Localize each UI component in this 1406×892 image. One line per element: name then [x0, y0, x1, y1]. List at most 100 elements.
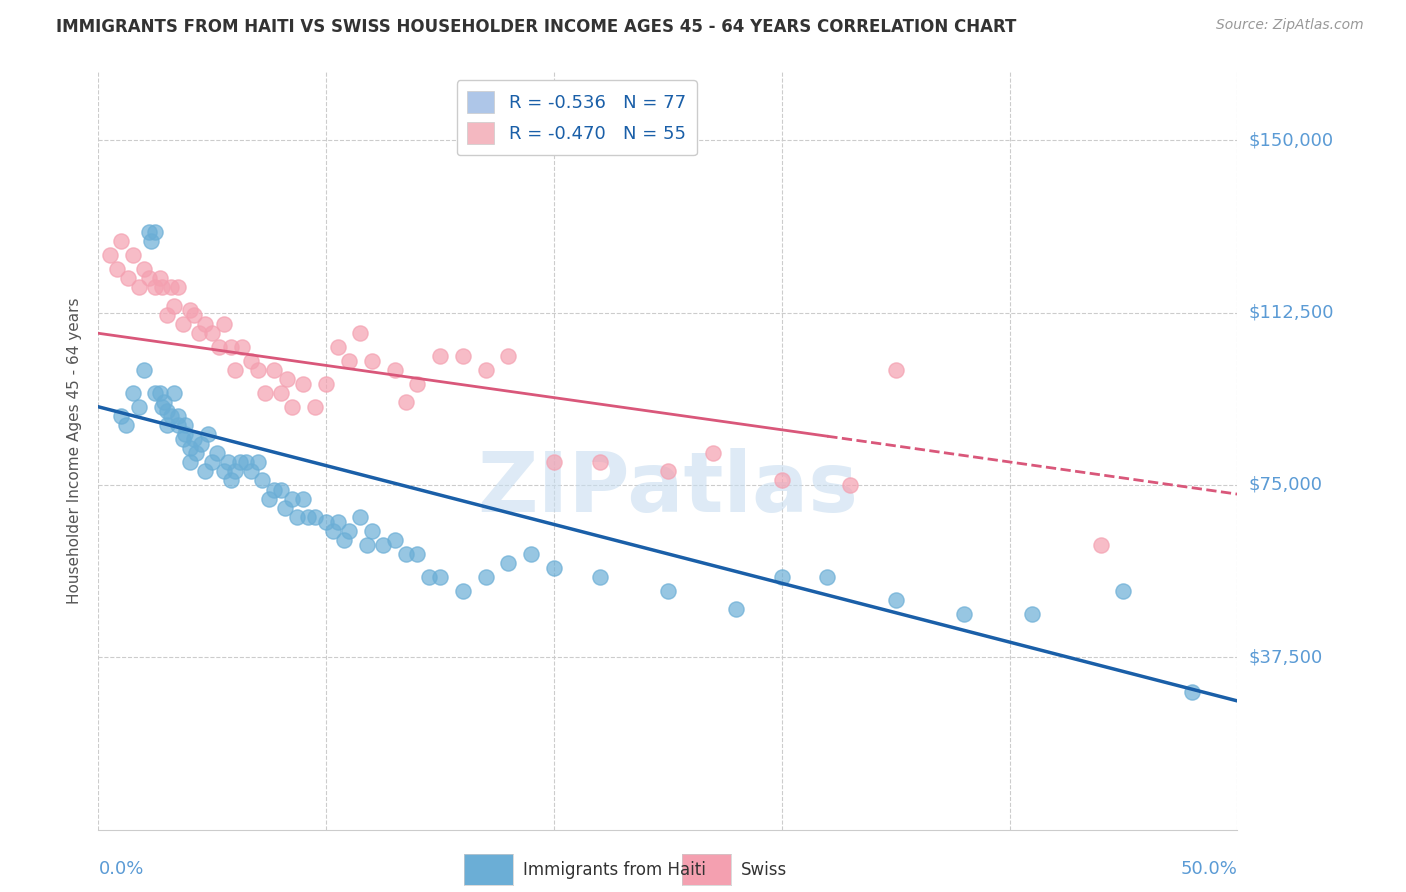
Point: [270, 386, 292, 401]
Point: [156, 308, 179, 322]
Point: [235, 455, 257, 469]
Point: [128, 280, 150, 294]
Point: [418, 570, 440, 584]
Point: [153, 395, 176, 409]
Point: [172, 317, 194, 331]
Point: [395, 395, 418, 409]
Point: [139, 235, 162, 249]
Text: $150,000: $150,000: [1249, 131, 1333, 149]
Point: [149, 271, 172, 285]
Point: [174, 427, 197, 442]
Point: [240, 464, 263, 478]
Text: ZIPatlas: ZIPatlas: [478, 448, 858, 529]
Point: [281, 491, 304, 506]
Point: [212, 464, 235, 478]
Point: [304, 510, 326, 524]
Point: [292, 376, 315, 391]
Point: [194, 317, 217, 331]
Point: [384, 363, 406, 377]
Point: [326, 515, 349, 529]
Y-axis label: Householder Income Ages 45 - 64 years: Householder Income Ages 45 - 64 years: [67, 297, 83, 604]
Point: [474, 363, 496, 377]
Point: [1112, 583, 1135, 598]
Point: [474, 570, 496, 584]
Point: [162, 299, 184, 313]
Point: [543, 560, 565, 574]
Point: [839, 478, 862, 492]
Point: [121, 248, 143, 262]
Point: [219, 473, 242, 487]
Point: [183, 432, 205, 446]
Point: [356, 538, 378, 552]
Point: [333, 533, 356, 547]
Point: [187, 326, 209, 341]
Point: [167, 280, 190, 294]
Point: [145, 280, 167, 294]
Point: [315, 515, 337, 529]
Point: [253, 386, 276, 401]
Point: [285, 510, 308, 524]
Point: [98, 248, 121, 262]
Point: [270, 483, 292, 497]
Point: [224, 464, 246, 478]
Point: [212, 317, 235, 331]
Point: [150, 280, 173, 294]
Point: [297, 510, 319, 524]
Point: [276, 372, 298, 386]
Point: [657, 464, 679, 478]
Point: [1181, 684, 1204, 698]
Point: [138, 271, 160, 285]
Point: [337, 524, 360, 538]
Point: [246, 363, 269, 377]
Point: [208, 340, 231, 354]
Point: [252, 473, 274, 487]
Point: [240, 354, 263, 368]
Point: [179, 441, 201, 455]
Point: [770, 473, 793, 487]
Point: [1021, 607, 1043, 621]
Point: [132, 262, 155, 277]
Point: [219, 340, 242, 354]
Point: [429, 570, 451, 584]
Point: [884, 363, 907, 377]
Point: [145, 386, 167, 401]
Text: IMMIGRANTS FROM HAITI VS SWISS HOUSEHOLDER INCOME AGES 45 - 64 YEARS CORRELATION: IMMIGRANTS FROM HAITI VS SWISS HOUSEHOLD…: [56, 18, 1017, 36]
Point: [201, 455, 224, 469]
Point: [543, 455, 565, 469]
Point: [429, 349, 451, 363]
Point: [172, 432, 194, 446]
Point: [145, 225, 167, 239]
Point: [162, 386, 184, 401]
Point: [451, 349, 474, 363]
Point: [395, 547, 418, 561]
Point: [246, 455, 269, 469]
Point: [770, 570, 793, 584]
Point: [451, 583, 474, 598]
Point: [315, 376, 337, 391]
Point: [105, 262, 128, 277]
Point: [183, 308, 205, 322]
Point: [190, 436, 212, 450]
Point: [326, 340, 349, 354]
Point: [194, 464, 217, 478]
Point: [815, 570, 838, 584]
Point: [121, 386, 143, 401]
Text: $112,500: $112,500: [1249, 303, 1334, 322]
Point: [231, 340, 253, 354]
Point: [406, 376, 429, 391]
Point: [228, 455, 250, 469]
Point: [884, 592, 907, 607]
Legend: R = -0.536   N = 77, R = -0.470   N = 55: R = -0.536 N = 77, R = -0.470 N = 55: [457, 80, 697, 155]
Point: [520, 547, 543, 561]
Text: $37,500: $37,500: [1249, 648, 1323, 666]
Point: [110, 235, 132, 249]
Point: [160, 280, 183, 294]
Point: [205, 446, 228, 460]
Text: Source: ZipAtlas.com: Source: ZipAtlas.com: [1216, 18, 1364, 32]
Point: [179, 303, 201, 318]
Point: [953, 607, 976, 621]
Point: [263, 363, 285, 377]
Point: [1090, 538, 1112, 552]
Point: [263, 483, 285, 497]
Point: [349, 326, 371, 341]
